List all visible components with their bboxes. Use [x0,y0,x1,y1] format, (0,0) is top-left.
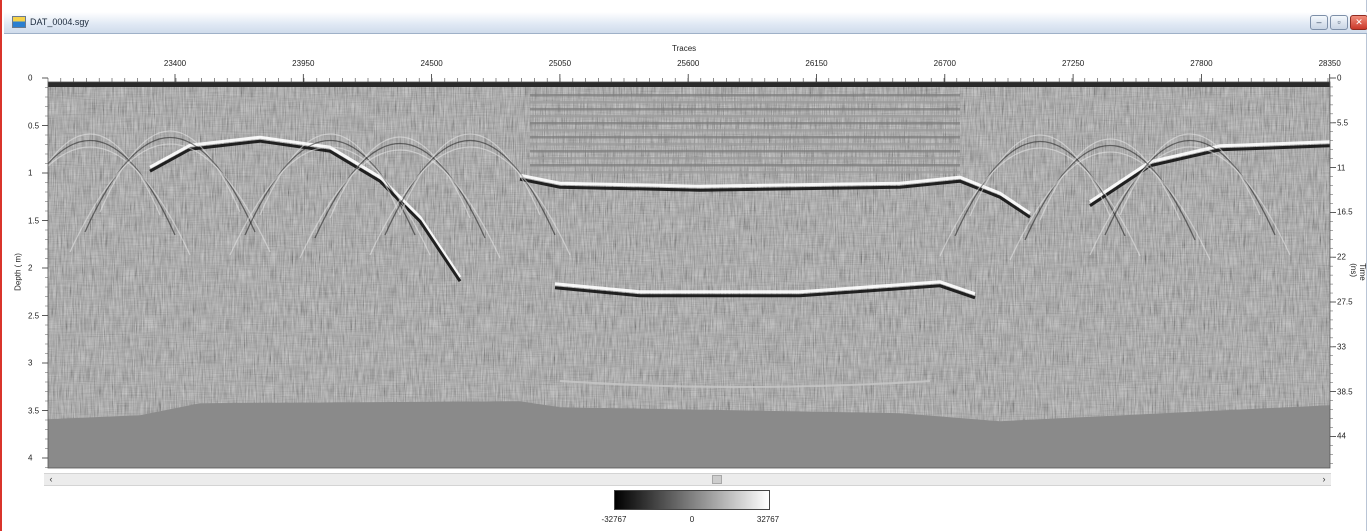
scroll-thumb[interactable] [712,475,722,484]
diffraction-hyperbola [969,134,1111,217]
diffraction-hyperbola [1119,133,1261,216]
channel-banding [530,94,960,97]
horizontal-scrollbar[interactable]: ‹ › [44,473,1331,486]
channel-banding [530,150,960,153]
diffraction-hyperbola [69,143,271,253]
channel-bottom-reflector-white [554,280,976,296]
x-tick-label: 23950 [292,59,315,68]
x-tick-label: 26700 [933,59,956,68]
diffraction-hyperbola [244,140,416,236]
diffraction-hyperbola [1039,138,1181,221]
time-tick-label: 16.5 [1337,207,1353,217]
time-tick-label: 5.5 [1337,118,1349,128]
diffraction-hyperbola [1104,140,1276,236]
channel-top-reflector-white [519,173,1031,215]
surface-reflection [48,82,1330,87]
diffraction-hyperbola [84,137,256,233]
channel-banding [530,143,960,146]
amplitude-colorbar [614,490,770,510]
channel-banding [530,164,960,167]
time-tick-label: 27.5 [1337,297,1353,307]
diffraction-hyperbola [48,140,176,236]
colorbar-mid-label: 0 [689,515,695,524]
left-bank-reflector-black [149,139,462,283]
file-icon [12,16,26,28]
channel-bottom-reflector-black [554,284,976,300]
depth-tick-label: 4 [28,453,33,463]
diffraction-hyperbola [939,147,1141,257]
diffraction-hyperbola [369,146,571,256]
x-tick-label: 24500 [420,59,443,68]
channel-banding [530,108,960,111]
x-tick-label: 27250 [1061,59,1085,68]
colorbar-min-label: -32767 [601,515,627,524]
time-tick-label: 0 [1337,73,1342,83]
channel-top-reflector-black [519,177,1031,219]
channel-banding [530,129,960,132]
diffraction-hyperbola [329,136,471,219]
channel-banding [530,136,960,139]
x-tick-label: 28350 [1318,59,1341,68]
right-bank-reflector-white [1089,140,1330,204]
diffraction-hyperbola [1009,151,1211,261]
x-tick-label: 25050 [548,59,572,68]
diffraction-hyperbola [399,133,541,216]
title-bar[interactable]: DAT_0004.sgy – ▫ ✕ [4,12,1367,34]
attenuation-floor [48,401,1330,468]
diffraction-hyperbola [99,130,241,213]
time-tick-label: 38.5 [1337,387,1353,397]
depth-tick-label: 1.5 [28,216,40,225]
diffraction-hyperbola [1089,146,1291,256]
diffraction-hyperbola [48,146,191,256]
depth-tick-label: 0.5 [28,121,40,130]
diffraction-hyperbola [259,133,401,216]
scroll-left-icon[interactable]: ‹ [49,474,53,484]
diffraction-hyperbola [1024,145,1196,241]
diffraction-hyperbola [48,133,161,216]
scroll-right-icon[interactable]: › [1322,474,1326,484]
diffraction-hyperbola [299,149,501,259]
channel-banding [530,157,960,160]
time-tick-label: 22 [1337,252,1346,262]
depth-tick-label: 1 [28,168,33,178]
x-tick-label: 25600 [677,59,700,68]
channel-banding [530,171,960,174]
depth-tick-label: 3 [28,358,33,368]
diffraction-hyperbola [954,141,1126,237]
window-title: DAT_0004.sgy [30,17,89,27]
right-bank-reflector-black [1089,144,1330,208]
diffraction-hyperbola [229,146,431,256]
diffraction-hyperbola [384,140,556,236]
depth-tick-label: 2.5 [28,311,40,320]
depth-tick-label: 2 [28,263,33,273]
minimize-button[interactable]: – [1310,15,1328,30]
x-tick-label: 26150 [805,59,828,68]
time-tick-label: 33 [1337,342,1346,352]
close-button[interactable]: ✕ [1350,15,1367,30]
channel-banding [530,115,960,118]
depth-tick-label: 3.5 [28,406,40,415]
x-tick-label: 23400 [163,59,187,68]
channel-banding [530,101,960,104]
maximize-button[interactable]: ▫ [1330,15,1348,30]
diffraction-hyperbola [314,143,486,239]
colorbar-max-label: 32767 [756,515,780,524]
x-tick-label: 27800 [1190,59,1213,68]
deep-reflector [559,380,931,388]
time-tick-label: 11 [1337,163,1346,173]
channel-banding [530,122,960,125]
x-axis-title: Traces [672,44,697,53]
time-tick-label: 44 [1337,431,1346,441]
depth-tick-label: 0 [28,73,33,83]
